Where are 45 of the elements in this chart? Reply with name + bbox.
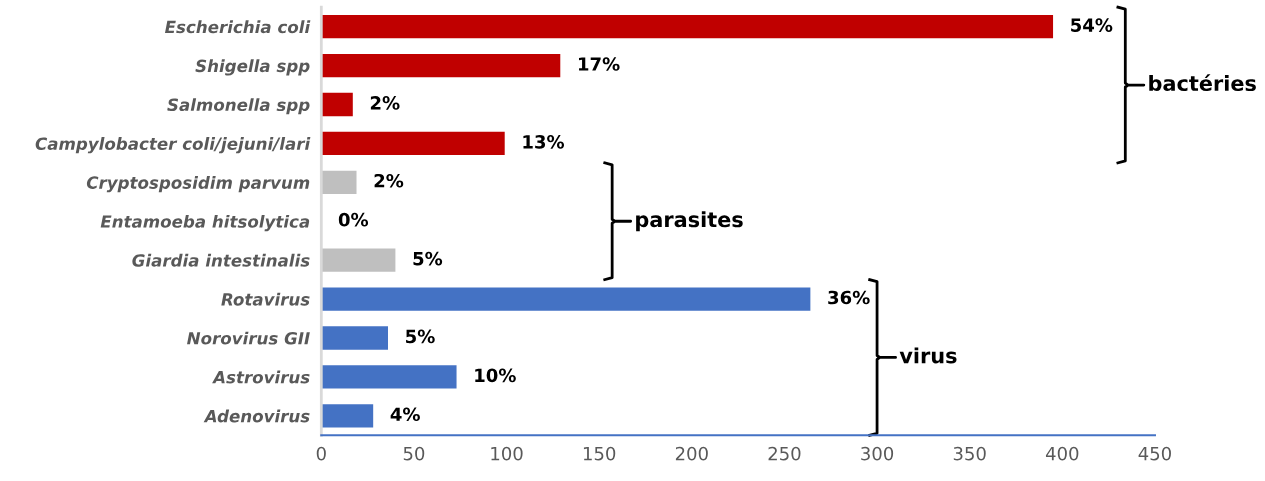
x-tick-label: 0 bbox=[316, 446, 326, 461]
bar bbox=[321, 131, 505, 156]
y-tick-label: Astrovirus bbox=[212, 370, 310, 384]
x-tick-label: 400 bbox=[1045, 446, 1079, 461]
x-tick-label: 150 bbox=[583, 446, 616, 461]
annotation: 5% bbox=[406, 329, 435, 344]
x-tick-label: 100 bbox=[491, 446, 523, 461]
y-tick-label: Salmonella spp bbox=[167, 98, 310, 115]
annotation: 0% bbox=[338, 212, 369, 227]
x-tick-label: 450 bbox=[1138, 446, 1171, 461]
bar bbox=[321, 326, 388, 350]
bar bbox=[321, 170, 357, 195]
y-tick-label: Shigella spp bbox=[195, 59, 310, 76]
y-tick-label: Adenovirus bbox=[203, 409, 310, 423]
annotation: virus bbox=[899, 347, 957, 364]
annotation: 54% bbox=[1071, 18, 1113, 32]
bar bbox=[321, 404, 374, 428]
bar bbox=[321, 53, 561, 78]
y-tick-label: Escherichia coli bbox=[165, 20, 311, 34]
y-tick-label: Cryptosposidim parvum bbox=[86, 176, 310, 193]
annotation: 10% bbox=[475, 368, 516, 383]
y-tick-label: Norovirus GII bbox=[187, 331, 310, 345]
annotation: 13% bbox=[523, 135, 565, 149]
annotation: 2% bbox=[374, 173, 404, 188]
annotation: bactéries bbox=[1149, 74, 1256, 92]
x-tick-label: 250 bbox=[768, 446, 801, 461]
bar bbox=[321, 248, 396, 272]
x-tick-label: 350 bbox=[953, 446, 986, 461]
bar bbox=[321, 365, 457, 389]
annotation: 17% bbox=[578, 57, 620, 71]
bar bbox=[321, 15, 1054, 39]
annotation: 36% bbox=[828, 290, 870, 305]
y-tick-label: Campylobacter coli/jejuni/lari bbox=[35, 137, 311, 154]
y-tick-label: Rotavirus bbox=[221, 292, 310, 306]
annotation: 2% bbox=[370, 96, 400, 110]
x-tick-label: 300 bbox=[861, 446, 894, 461]
bar bbox=[321, 287, 811, 311]
annotation: 4% bbox=[390, 407, 420, 422]
x-tick-label: 50 bbox=[403, 446, 425, 461]
y-tick-label: Entamoeba hitsolytica bbox=[100, 214, 310, 232]
x-tick-label: 200 bbox=[675, 446, 708, 461]
annotation: parasites bbox=[636, 211, 743, 232]
annotation: 5% bbox=[413, 251, 443, 266]
bar bbox=[321, 92, 353, 117]
y-tick-label: Giardia intestinalis bbox=[132, 253, 310, 267]
